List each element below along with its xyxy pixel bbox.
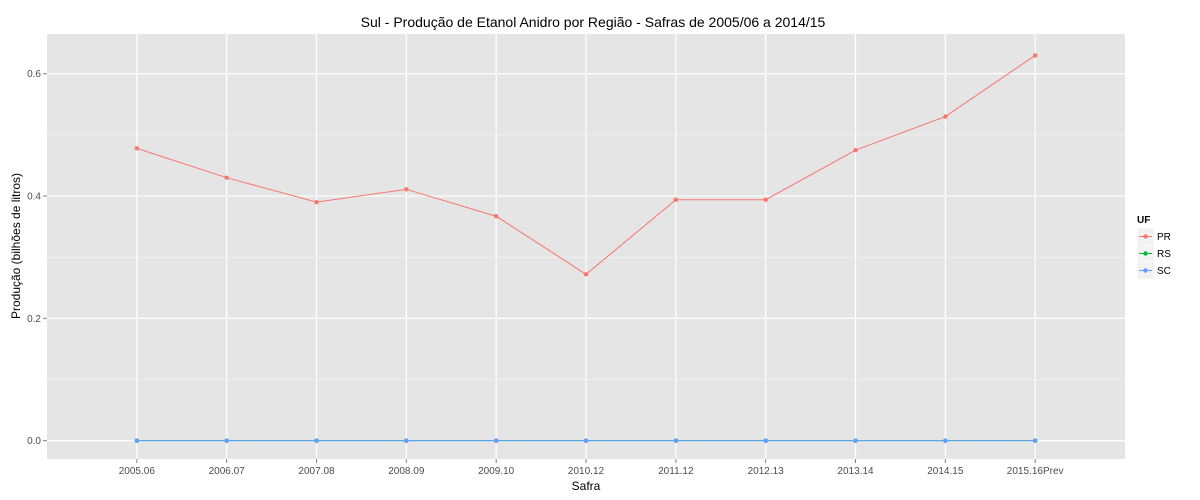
data-point-sc	[404, 438, 409, 443]
data-point-pr	[224, 175, 229, 180]
data-point-sc	[673, 438, 679, 443]
y-axis: 0.0 0.2 0.4 0.6	[27, 69, 47, 447]
legend-label-sc: SC	[1157, 266, 1171, 277]
series-layer	[134, 53, 1038, 443]
legend-item-pr: PR	[1136, 227, 1171, 246]
data-point-sc	[224, 438, 229, 443]
data-point-sc	[314, 438, 319, 443]
x-tick-label: 2007.08	[298, 466, 335, 477]
series-sc	[134, 438, 1038, 443]
x-tick-label: 2005.06	[119, 466, 156, 477]
data-point-pr	[853, 147, 858, 153]
y-axis-title: Produção (bilhões de litros)	[9, 173, 23, 319]
x-tick-label: 2009.10	[478, 466, 515, 477]
data-point-pr	[404, 187, 409, 192]
legend: UF PR RS SC	[1136, 215, 1171, 280]
data-point-pr	[943, 114, 948, 119]
legend-point-rs	[1143, 251, 1148, 256]
data-point-pr	[763, 197, 768, 202]
data-point-sc	[583, 438, 589, 443]
x-tick-label: 2012.13	[748, 466, 785, 477]
legend-point-sc	[1143, 268, 1148, 273]
x-tick-label: 2006.07	[209, 466, 246, 477]
data-point-pr	[134, 146, 140, 151]
legend-label-pr: PR	[1157, 232, 1171, 243]
data-point-pr	[583, 272, 589, 277]
legend-label-rs: RS	[1157, 249, 1171, 260]
x-tick-label: 2008.09	[388, 466, 425, 477]
data-point-sc	[1032, 438, 1038, 443]
data-point-sc	[493, 438, 499, 443]
y-tick-label: 0.4	[27, 192, 41, 203]
legend-item-sc: SC	[1136, 261, 1171, 280]
x-tick-label: 2014.15	[927, 466, 964, 477]
legend-item-rs: RS	[1136, 244, 1171, 263]
y-tick-label: 0.0	[27, 436, 41, 447]
y-tick-label: 0.2	[27, 314, 41, 325]
x-tick-label: 2015.16Prev	[1007, 466, 1064, 477]
data-point-pr	[493, 214, 499, 219]
data-point-pr	[314, 199, 319, 205]
data-point-pr	[1032, 53, 1038, 58]
data-point-sc	[853, 438, 858, 443]
data-point-pr	[673, 197, 679, 202]
legend-point-pr	[1143, 234, 1148, 239]
x-tick-label: 2011.12	[658, 466, 694, 477]
x-tick-label: 2010.12	[568, 466, 605, 477]
legend-title: UF	[1137, 215, 1150, 226]
data-point-sc	[943, 438, 948, 443]
y-tick-label: 0.6	[27, 69, 41, 80]
x-axis: 2005.06 2006.07 2007.08 2008.09 2009.10 2010.…	[119, 459, 1064, 477]
grid-major	[47, 34, 1125, 459]
series-pr	[134, 53, 1038, 277]
data-point-sc	[763, 438, 768, 443]
legend-items: PR RS SC	[1136, 227, 1171, 280]
x-axis-title: Safra	[572, 479, 601, 493]
x-tick-label: 2013.14	[837, 466, 874, 477]
data-point-sc	[134, 438, 140, 443]
chart-title: Sul - Produção de Etanol Anidro por Regi…	[361, 14, 826, 30]
